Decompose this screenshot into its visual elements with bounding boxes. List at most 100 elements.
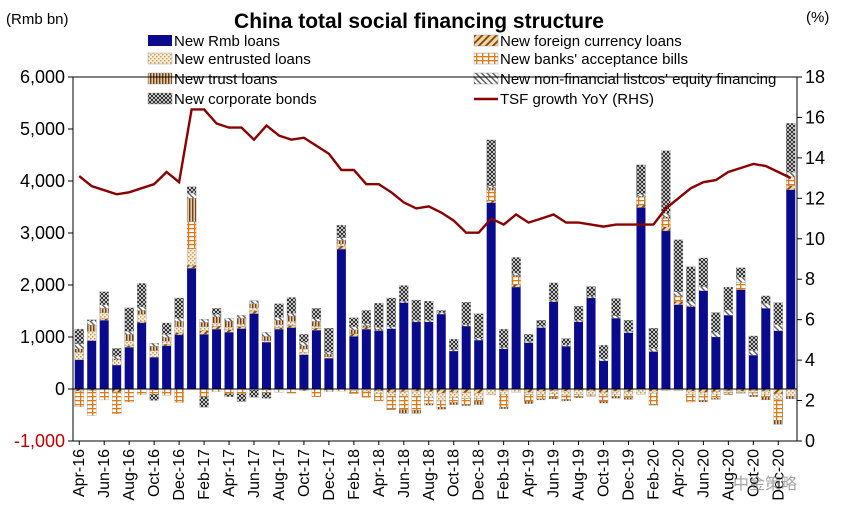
legend-swatch bbox=[473, 34, 499, 47]
x-tick-label: Apr-16 bbox=[71, 449, 88, 497]
bar-segment bbox=[761, 295, 771, 304]
bar-segment bbox=[349, 336, 359, 389]
bar-segment bbox=[474, 401, 484, 405]
bar-segment bbox=[236, 315, 247, 319]
bar-segment bbox=[636, 388, 646, 395]
tsf-growth-line bbox=[78, 108, 792, 234]
bar-segment bbox=[611, 315, 621, 319]
bar-segment bbox=[436, 310, 446, 313]
bar-segment bbox=[174, 326, 184, 333]
bar-segment bbox=[486, 202, 496, 389]
bar-segment bbox=[137, 310, 147, 315]
bar-segment bbox=[698, 290, 708, 389]
bar-segment bbox=[598, 396, 609, 402]
bar-segment bbox=[648, 351, 658, 389]
bar-segment bbox=[536, 398, 546, 401]
bar-segment bbox=[723, 309, 733, 316]
bar-segment bbox=[224, 326, 234, 330]
bar-segment bbox=[174, 321, 184, 327]
bar-segment bbox=[74, 343, 84, 350]
bar-segment bbox=[636, 195, 646, 198]
bar-segment bbox=[211, 308, 222, 315]
bar-segment bbox=[99, 318, 109, 321]
bar-segment bbox=[711, 394, 721, 399]
bar-segment bbox=[449, 402, 459, 405]
bar-segment bbox=[611, 318, 621, 389]
x-tick-label: Aug-18 bbox=[421, 449, 438, 501]
bar-segment bbox=[573, 394, 584, 397]
bar-segment bbox=[249, 303, 259, 309]
bar-segment bbox=[374, 329, 384, 331]
bar-segment bbox=[236, 326, 247, 329]
bar-segment bbox=[786, 123, 796, 173]
bar-segment bbox=[311, 318, 322, 322]
bar-segment bbox=[286, 316, 297, 322]
bar-segment bbox=[261, 342, 271, 389]
bar-segment bbox=[461, 404, 471, 406]
bar-segment bbox=[261, 336, 272, 341]
legend-label: New banks' acceptance bills bbox=[500, 51, 688, 68]
bar-segment bbox=[112, 391, 122, 415]
bar-segment bbox=[611, 298, 621, 316]
bar-segment bbox=[324, 358, 334, 389]
plot-area bbox=[72, 76, 798, 442]
y-tick-label: 1,000 bbox=[20, 327, 65, 347]
bar-segment bbox=[274, 324, 284, 328]
bar-segment bbox=[124, 331, 134, 335]
bar-segment bbox=[336, 225, 347, 238]
bar-segment bbox=[636, 196, 646, 206]
bar-segment bbox=[636, 207, 646, 389]
bar-segment bbox=[661, 150, 671, 214]
bar-segment bbox=[548, 393, 559, 398]
bar-segment bbox=[87, 324, 97, 332]
bar-segment bbox=[174, 388, 184, 403]
bar-segment bbox=[648, 404, 659, 406]
bar-segment bbox=[174, 334, 184, 389]
x-tick-label: Dec-16 bbox=[171, 449, 188, 501]
bar-segment bbox=[286, 321, 297, 326]
bar-segment bbox=[99, 312, 109, 319]
bar-segment bbox=[399, 409, 409, 414]
bar-segment bbox=[661, 230, 671, 389]
bar-segment bbox=[124, 345, 134, 348]
bar-segment bbox=[673, 304, 683, 389]
x-tick-label: Jun-16 bbox=[96, 449, 113, 498]
bar-segment bbox=[698, 257, 709, 287]
bar-segment bbox=[124, 340, 134, 346]
bar-segment bbox=[648, 393, 659, 405]
bar-segment bbox=[436, 393, 446, 402]
bar-segment bbox=[336, 249, 346, 389]
bar-segment bbox=[773, 388, 783, 394]
bar-segment bbox=[773, 330, 783, 389]
bar-segment bbox=[399, 391, 409, 397]
bars bbox=[74, 123, 796, 425]
y2-tick-label: 6 bbox=[805, 310, 815, 330]
bar-segment bbox=[274, 320, 284, 325]
bar-segment bbox=[399, 300, 409, 303]
bar-segment bbox=[224, 318, 234, 322]
bar-segment bbox=[112, 359, 122, 366]
bar-segment bbox=[449, 338, 459, 350]
bar-segment bbox=[511, 272, 521, 276]
plot-frame bbox=[72, 76, 798, 442]
legend-swatch bbox=[473, 52, 499, 65]
bar-segment bbox=[698, 286, 709, 291]
bar-segment bbox=[87, 390, 97, 416]
bar-segment bbox=[411, 299, 421, 321]
x-tick-label: Aug-17 bbox=[271, 449, 288, 501]
bar-segment bbox=[711, 398, 721, 400]
bar-segment bbox=[461, 388, 471, 393]
legend-label: TSF growth YoY (RHS) bbox=[500, 91, 654, 108]
bar-segment bbox=[249, 389, 259, 398]
y-tick-label: -1,000 bbox=[14, 431, 65, 451]
bar-segment bbox=[112, 358, 122, 361]
bar-segment bbox=[286, 297, 297, 314]
bar-segment bbox=[186, 192, 197, 199]
bar-segment bbox=[149, 389, 159, 395]
bar-segment bbox=[573, 320, 584, 323]
bar-segment bbox=[436, 314, 446, 389]
bar-segment bbox=[636, 204, 646, 208]
bar-segment bbox=[74, 359, 84, 389]
x-tick-label: Oct-19 bbox=[596, 449, 613, 497]
